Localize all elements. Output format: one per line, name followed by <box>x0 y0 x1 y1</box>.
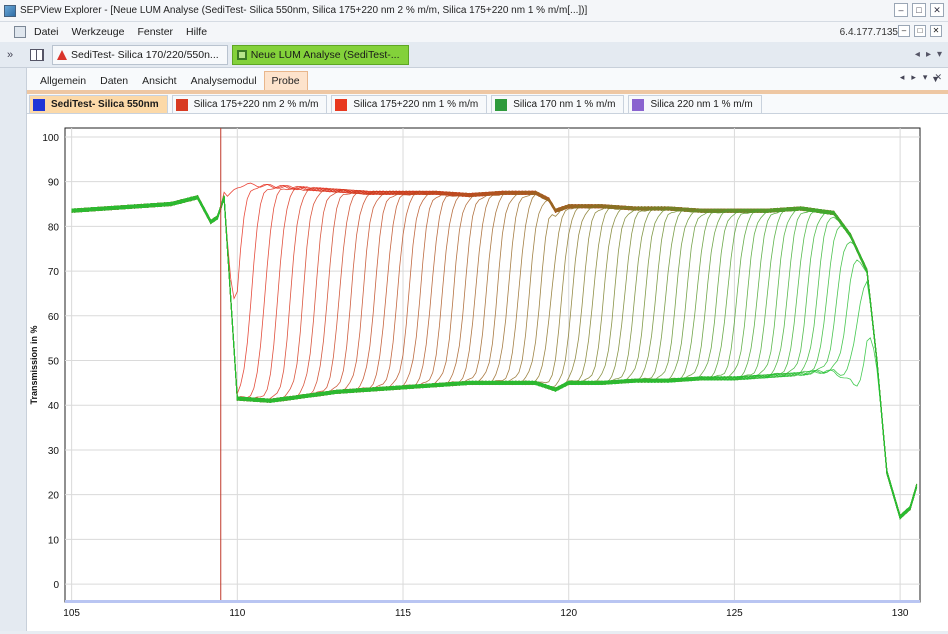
y-tick-label: 20 <box>48 491 60 502</box>
ribbon-divider <box>27 90 948 94</box>
transmission-chart[interactable]: 0 10 20 30 40 50 60 70 80 90 100 105 110 115 120 125 130… <box>27 114 948 631</box>
x-tick-label: 115 <box>395 608 411 619</box>
scroll-left-icon[interactable]: ◂ <box>914 49 920 60</box>
app-icon <box>4 4 16 17</box>
window-title: SEPView Explorer - [Neue LUM Analyse (Se… <box>20 5 588 16</box>
menu-bar: Datei Werkzeuge Fenster Hilfe 6.4.177.71… <box>0 22 948 42</box>
sample-color-swatch <box>632 98 645 111</box>
doc-tab-label: Neue LUM Analyse (SediTest-... <box>250 48 400 61</box>
ribbon-tab-ansicht[interactable]: Ansicht <box>142 75 177 87</box>
sample-tab-5[interactable]: Silica 220 nm 1 % m/m <box>628 95 762 113</box>
collapsed-sidebar[interactable] <box>0 68 27 631</box>
sample-tab-label: Silica 170 nm 1 % m/m <box>513 99 616 110</box>
tab-menu-icon[interactable]: ▾ <box>936 49 942 60</box>
title-bar: SEPView Explorer - [Neue LUM Analyse (Se… <box>0 0 948 22</box>
maximize-button[interactable]: □ <box>912 3 926 17</box>
analysis-panel: Allgemein Daten Ansicht Analysemodul Pro… <box>27 68 948 631</box>
scroll-left-icon[interactable]: ◂ <box>899 72 905 82</box>
y-tick-label: 80 <box>48 222 60 233</box>
menu-datei[interactable]: Datei <box>34 26 59 38</box>
minimize-button[interactable]: – <box>894 3 908 17</box>
ribbon-tab-daten[interactable]: Daten <box>100 75 129 87</box>
menu-werkzeuge[interactable]: Werkzeuge <box>71 26 125 38</box>
sample-tab-nav: ◂ ▸ ▾ ✕ <box>900 72 942 83</box>
sample-tab-1[interactable]: SediTest- Silica 550nm <box>29 95 168 113</box>
menu-hilfe[interactable]: Hilfe <box>186 26 208 38</box>
x-tick-label: 120 <box>560 608 577 619</box>
expand-sidebar-icon[interactable]: » <box>6 48 14 61</box>
doc-tab-nav: ◂ ▸ ▾ <box>915 49 942 60</box>
menu-fenster[interactable]: Fenster <box>137 26 174 38</box>
ribbon-expand-icon[interactable]: ▼ <box>931 74 940 84</box>
ribbon-tabs: Allgemein Daten Ansicht Analysemodul Pro… <box>27 70 948 90</box>
version-label: 6.4.177.7135 <box>839 27 898 38</box>
y-tick-label: 70 <box>48 267 60 278</box>
y-tick-label: 0 <box>53 580 59 591</box>
scroll-right-icon[interactable]: ▸ <box>925 49 931 60</box>
sample-tab-3[interactable]: Silica 175+220 nm 1 % m/m <box>331 95 488 113</box>
y-axis-label: Transmission in % <box>29 325 39 404</box>
sample-tab-2[interactable]: Silica 175+220 nm 2 % m/m <box>171 95 328 113</box>
sample-color-swatch <box>33 98 45 111</box>
sample-tab-label: Silica 220 nm 1 % m/m <box>650 99 753 110</box>
y-tick-label: 60 <box>48 312 60 323</box>
layout-grid-icon[interactable] <box>30 48 44 61</box>
document-menu-icon[interactable] <box>14 26 26 38</box>
triangle-doc-icon <box>57 49 67 60</box>
sample-color-swatch <box>175 98 188 111</box>
ribbon-tab-allgemein[interactable]: Allgemein <box>40 75 87 87</box>
mdi-controls: – □ ✕ <box>898 25 942 37</box>
x-tick-label: 130 <box>892 608 909 619</box>
sample-tab-4[interactable]: Silica 170 nm 1 % m/m <box>491 95 625 113</box>
sample-color-swatch <box>335 98 348 111</box>
profile-line <box>71 195 918 519</box>
y-tick-label: 100 <box>42 133 59 144</box>
chart-svg: 0 10 20 30 40 50 60 70 80 90 100 105 110 115 120 125 130… <box>29 127 921 619</box>
mdi-close-button[interactable]: ✕ <box>930 25 942 37</box>
analysis-doc-icon <box>236 49 247 60</box>
doc-tab-lum-analyse[interactable]: Neue LUM Analyse (SediTest-... <box>231 44 409 65</box>
sample-tabs: SediTest- Silica 550nm Silica 175+220 nm… <box>27 94 948 114</box>
mdi-restore-button[interactable]: □ <box>914 25 926 37</box>
scroll-right-icon[interactable]: ▸ <box>911 72 916 82</box>
sample-tab-label: Silica 175+220 nm 2 % m/m <box>193 99 319 110</box>
close-icon[interactable]: ✕ <box>934 72 942 82</box>
sample-color-swatch <box>495 98 508 111</box>
y-tick-label: 10 <box>48 535 60 546</box>
ribbon-tab-analysemodul[interactable]: Analysemodul <box>190 75 257 87</box>
x-range-bar <box>65 600 920 603</box>
doc-tab-label: SediTest- Silica 170/220/550n... <box>71 48 219 61</box>
x-tick-label: 105 <box>63 608 80 619</box>
doc-tab-seditest[interactable]: SediTest- Silica 170/220/550n... <box>52 44 228 65</box>
tab-menu-icon[interactable]: ▾ <box>922 72 928 82</box>
close-button[interactable]: ✕ <box>930 3 944 17</box>
y-tick-label: 30 <box>48 446 60 457</box>
y-tick-label: 50 <box>48 357 60 368</box>
sample-tab-label: SediTest- Silica 550nm <box>51 99 159 110</box>
profile-line <box>71 196 918 520</box>
x-tick-label: 110 <box>229 608 245 619</box>
y-tick-label: 40 <box>48 401 60 412</box>
sample-tab-label: Silica 175+220 nm 1 % m/m <box>353 99 479 110</box>
ribbon-tab-probe[interactable]: Probe <box>263 71 308 90</box>
document-tab-bar: » SediTest- Silica 170/220/550n... Neue … <box>0 42 948 68</box>
window-controls: – □ ✕ <box>894 3 944 17</box>
y-tick-label: 90 <box>48 178 60 189</box>
x-tick-label: 125 <box>726 608 743 619</box>
mdi-minimize-button[interactable]: – <box>898 25 910 37</box>
